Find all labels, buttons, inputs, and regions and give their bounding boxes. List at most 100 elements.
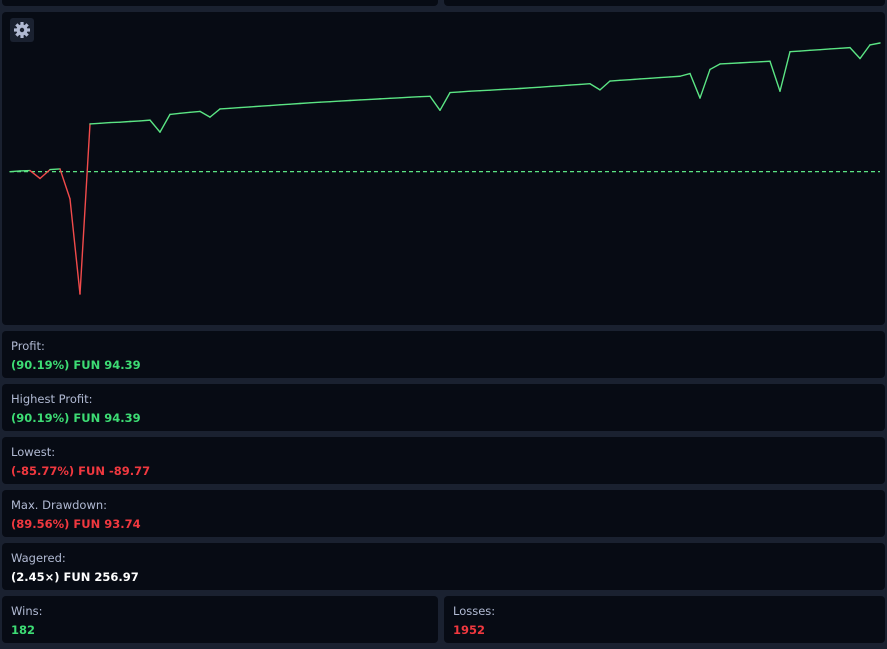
stat-label: Profit: [11,339,45,353]
stat-panel: Highest Profit: (90.19%) FUN 94.39 [2,384,885,431]
profit-line-segment [309,101,321,104]
stat-label: Max. Drawdown: [11,498,108,512]
profit-line-segment [509,87,521,90]
profit-line-segment [179,111,191,115]
profit-line-segment [269,104,281,107]
profit-line-segment [599,80,611,91]
profit-line-segment [119,120,131,123]
profit-line-segment [39,168,51,180]
profit-line-segment [239,106,251,109]
profit-line-segment [29,169,41,180]
profit-line-segment [439,91,451,112]
profit-line-segment [809,48,821,52]
stat-value: (2.45×) FUN 256.97 [11,570,139,584]
stat-panel: Profit: (90.19%) FUN 94.39 [2,331,885,378]
profit-line-segment [849,46,861,60]
chart [9,18,881,295]
profit-line-segment [479,89,491,92]
profit-line-segment [429,95,441,112]
profit-line-segment [689,72,701,99]
profit-line-segment [79,123,91,295]
profit-line-segment [59,168,71,200]
profit-line-segment [589,83,601,91]
profit-line-segment [159,113,171,133]
stat-label: Highest Profit: [11,392,93,406]
profit-line-segment [469,89,481,92]
profit-line-segment [219,107,231,110]
profit-line-segment [749,61,761,64]
top-panel [444,0,885,6]
profit-line-segment [719,62,731,65]
profit-line-segment [69,198,81,295]
stat-label: Losses: [453,604,496,618]
stat-value: 182 [11,623,36,637]
profit-line-segment [249,105,261,108]
profit-line-segment [129,120,141,123]
profit-line-segment [539,85,551,88]
profit-line-segment [349,99,361,102]
profit-line-segment [409,95,421,98]
profit-line-segment [549,85,561,88]
profit-line-segment [529,86,541,89]
profit-line-segment [209,108,221,118]
profit-line-segment [459,90,471,93]
profit-line-segment [799,49,811,52]
profit-line-segment [99,121,111,124]
profit-line-segment [399,96,411,99]
profit-line-segment [619,78,631,82]
stat-label: Lowest: [11,445,56,459]
profit-line-segment [359,98,371,101]
profit-line-segment [659,76,671,79]
profit-line-segment [369,98,381,101]
profit-line-segment [299,102,311,105]
profit-line-segment [149,119,161,133]
stat-label: Wagered: [11,551,66,565]
top-panel [2,0,438,6]
gear-icon [14,22,30,38]
profit-line-segment [699,68,711,99]
profit-line-segment [9,170,21,173]
profit-line-segment [169,112,181,116]
profit-line-segment [289,102,301,105]
profit-line-segment [609,79,621,82]
profit-line-segment [869,42,881,46]
profit-line-segment [379,97,391,100]
profit-line-segment [89,122,101,125]
profit-line-segment [389,97,401,100]
profit-line-segment [339,99,351,102]
profit-line-segment [229,106,241,109]
profit-line-segment [189,110,201,114]
stat-value: (89.56%) FUN 93.74 [11,517,141,531]
profit-line-segment [709,63,721,71]
profit-line-segment [839,46,851,50]
profit-line-segment [519,87,531,90]
stat-panel: Max. Drawdown: (89.56%) FUN 93.74 [2,490,885,537]
profit-line-segment [139,119,151,122]
profit-line-segment [199,110,211,118]
stat-label: Wins: [11,604,43,618]
profit-line-segment [259,104,271,107]
profit-line-segment [559,84,571,87]
profit-line-segment [279,103,291,106]
stat-value: 1952 [453,623,486,637]
stat-panel: Lowest: (-85.77%) FUN -89.77 [2,437,885,484]
profit-line-segment [759,60,771,63]
profit-line-segment [669,75,681,78]
stat-panel: Wins: 182 [2,596,438,643]
stat-value: (90.19%) FUN 94.39 [11,411,141,425]
profit-line-segment [449,91,461,94]
profit-line-segment [499,88,511,91]
profit-line-segment [329,100,341,103]
chart-panel [2,12,885,325]
profit-line-segment [49,168,61,171]
stat-value: (90.19%) FUN 94.39 [11,358,141,372]
profit-line-segment [679,72,691,77]
profit-line-segment [649,76,661,79]
profit-line-segment [819,48,831,51]
profit-line-segment [739,61,751,64]
stat-panel: Losses: 1952 [444,596,885,643]
profit-line-segment [489,88,501,91]
profit-line-segment [729,62,741,65]
profit-line-segment [789,50,801,53]
